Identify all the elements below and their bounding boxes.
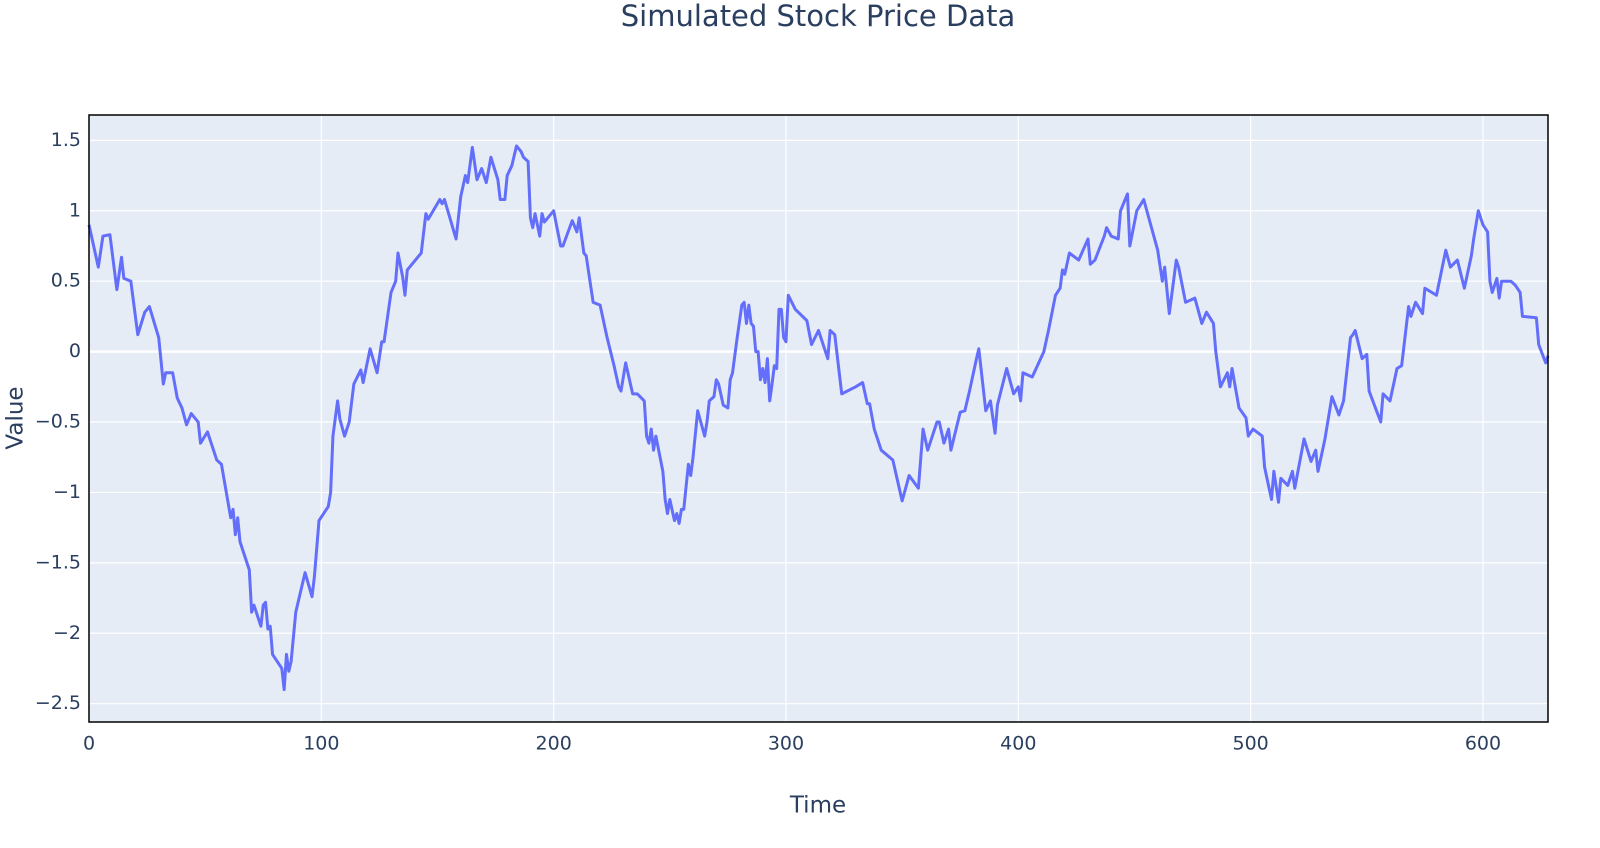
tick-labels: −2.5 −2 −1.5 −1 −0.5 0 0.5 1 1.5 0 100 200 300 400 500… <box>35 129 1501 755</box>
chart-title: Simulated Stock Price Data <box>621 0 1015 33</box>
plot-border <box>88 114 1549 723</box>
x-tick-label: 300 <box>768 733 804 755</box>
x-tick-label: 200 <box>536 733 572 755</box>
marks <box>87 144 1550 692</box>
x-tick-label: 600 <box>1465 733 1501 755</box>
x-tick-label: 100 <box>303 733 339 755</box>
x-tick-label: 500 <box>1232 733 1268 755</box>
y-tick-label: −0.5 <box>35 411 81 433</box>
y-tick-label: 0 <box>69 340 81 362</box>
x-axis-title: Time <box>789 793 846 819</box>
y-tick-label: 1 <box>69 199 81 221</box>
y-tick-label: −1.5 <box>35 551 81 573</box>
y-tick-label: −2 <box>53 622 81 644</box>
y-tick-label: 1.5 <box>51 129 81 151</box>
x-tick-label: 400 <box>1000 733 1036 755</box>
x-tick-label: 0 <box>83 733 95 755</box>
y-tick-label: −1 <box>53 481 81 503</box>
price-line <box>87 144 1550 692</box>
y-tick-label: 0.5 <box>51 270 81 292</box>
y-axis-title: Value <box>3 386 29 449</box>
plot-area <box>89 115 1548 722</box>
y-tick-label: −2.5 <box>35 692 81 714</box>
